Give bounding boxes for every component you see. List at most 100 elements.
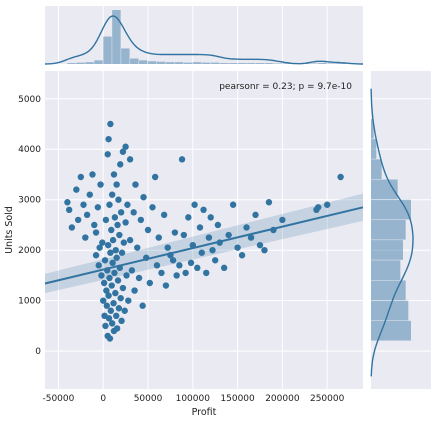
scatter-point [80,201,87,208]
scatter-point [92,252,100,259]
scatter-point [106,335,114,342]
scatter-point [125,297,132,304]
scatter-point [279,216,286,224]
scatter-point [83,211,91,219]
top-histogram-bar [255,63,264,64]
scatter-point [100,279,108,287]
scatter-point [211,257,219,264]
right-histogram-bar [371,159,382,180]
scatter-point [65,206,73,214]
scatter-point [109,259,116,267]
top-histogram-bar [219,63,229,64]
top-histogram-bar [139,60,148,64]
scatter-point [124,201,131,208]
x-tick-label: 250000 [310,394,345,404]
scatter-point [89,171,96,178]
scatter-point [178,156,186,163]
scatter-point [107,249,114,256]
right-marginal-panel [371,71,431,389]
scatter-point [164,244,171,251]
scatter-point [214,221,222,229]
scatter-point [108,191,116,198]
scatter-point [114,277,122,284]
right-histogram-bar [371,240,403,260]
scatter-point [130,209,137,216]
scatter-point [92,229,100,236]
top-histogram-bar [148,61,157,64]
scatter-point [117,161,124,168]
x-tick-label: 200000 [265,394,300,404]
scatter-point [126,156,134,163]
scatter-point [73,186,80,193]
scatter-point [209,246,216,254]
right-marginal-histogram [371,118,411,341]
scatter-point [112,246,119,254]
scatter-point [64,199,71,206]
x-tick-label: 100000 [176,394,211,404]
scatter-point [155,234,162,241]
scatter-point [110,299,117,307]
scatter-point [102,216,110,224]
scatter-point [182,269,189,277]
right-marginal-kde-line [370,88,414,377]
scatter-point [111,269,118,277]
scatter-point [106,274,113,282]
scatter-point [323,201,331,208]
y-tick-label: 2000 [18,246,41,256]
scatter-point [116,231,123,239]
y-tick-label: 5000 [18,95,41,105]
scatter-point [196,224,204,231]
scatter-point [86,191,93,198]
scatter-point [234,244,241,251]
scatter-point [98,272,105,279]
scatter-point [96,244,103,251]
scatter-point [256,241,264,249]
scatter-point [107,120,114,128]
top-marginal-gridlines [57,6,328,64]
scatter-point [103,302,111,309]
scatter-point [220,264,228,272]
scatter-point [123,272,130,279]
scatter-point [106,201,113,208]
scatter-point [118,249,126,256]
scatter-point [180,231,188,239]
top-marginal-kde-line [44,15,363,65]
scatter-point [315,204,322,211]
pearson-annotation: pearsonr = 0.23; p = 9.7e-10 [219,82,352,92]
scatter-point [114,221,121,229]
scatter-point [115,305,123,312]
x-axis-label: Profit [192,407,217,418]
scatter-point [131,287,138,294]
scatter-point [117,209,125,216]
top-histogram-bar [192,62,202,64]
scatter-point [94,204,102,211]
x-axis-ticks: -50000 0 50000 100000 150000 200000 250000 [42,394,344,404]
scatter-point [120,239,128,246]
scatter-point [261,246,268,254]
scatter-point [112,289,119,297]
scatter-point [77,173,85,181]
scatter-point [104,241,112,249]
y-axis-ticks: 0 1000 2000 3000 4000 5000 [18,95,41,357]
scatter-point [265,199,273,206]
scatter-point [108,282,115,289]
top-histogram-bar [94,60,103,64]
scatter-point [110,171,118,178]
scatter-point [176,262,183,269]
scatter-point [146,279,154,287]
scatter-point [82,234,89,241]
x-tick-label: 50000 [134,394,163,404]
scatter-point [144,226,152,234]
scatter-point [126,236,134,244]
main-gridlines [45,71,363,389]
scatter-point [207,214,214,221]
scatter-point [121,307,128,314]
scatter-point [95,262,102,269]
top-histogram-bar [85,62,94,64]
scatter-point [102,322,109,330]
scatter-point [205,234,213,241]
scatter-point [128,267,136,274]
y-axis-label: Units Sold [4,206,15,254]
x-tick-label: 0 [100,394,106,404]
